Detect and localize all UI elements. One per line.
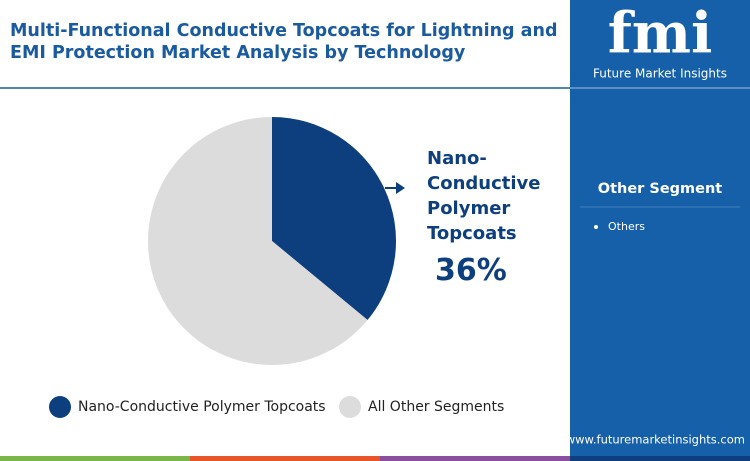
legend-marker <box>49 396 71 418</box>
callout-label: Nano-Conductive Polymer Topcoats <box>427 148 541 244</box>
url: www.futuremarketinsights.com <box>566 433 745 447</box>
stripe <box>570 456 750 461</box>
chart-title: Multi-Functional Conductive Topcoats for… <box>10 21 558 63</box>
legend-label: All Other Segments <box>368 399 504 415</box>
sidebar-heading: Other Segment <box>598 181 723 197</box>
value-label: 36% <box>435 253 507 288</box>
legend-label: Nano-Conductive Polymer Topcoats <box>78 399 326 415</box>
logo: fmi <box>608 1 713 67</box>
sidebar-bg <box>570 0 750 461</box>
callout-arrow-head <box>396 182 405 194</box>
legend-marker <box>339 396 361 418</box>
sidebar-item: Others <box>608 220 645 233</box>
pie-slice <box>272 117 396 321</box>
pie-slice <box>147 117 368 365</box>
brand-name: Future Market Insights <box>593 67 727 81</box>
stripe <box>190 456 380 461</box>
bullet <box>594 225 598 229</box>
stripe <box>0 456 190 461</box>
stripe <box>380 456 570 461</box>
